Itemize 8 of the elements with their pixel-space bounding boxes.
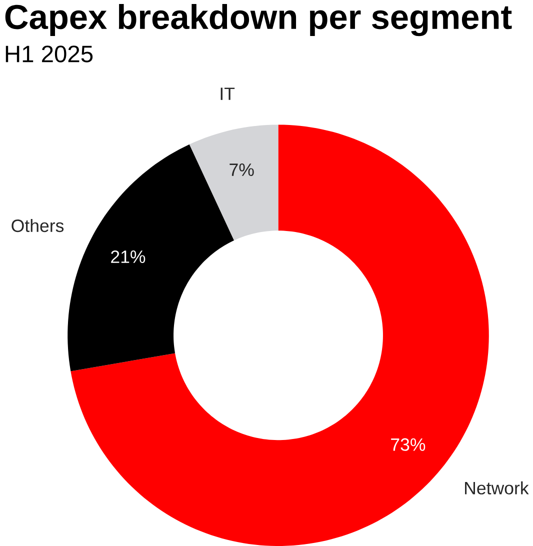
slice-label: Others xyxy=(12,219,64,232)
data-label: 21% xyxy=(111,250,146,263)
slice-label: Network xyxy=(465,481,529,494)
chart-title: Capex breakdown per segment xyxy=(5,4,512,36)
data-label: 7% xyxy=(230,164,254,176)
slice-label: IT xyxy=(220,88,235,100)
chart-subtitle: H1 2025 xyxy=(6,46,93,62)
data-label: 73% xyxy=(391,438,426,451)
